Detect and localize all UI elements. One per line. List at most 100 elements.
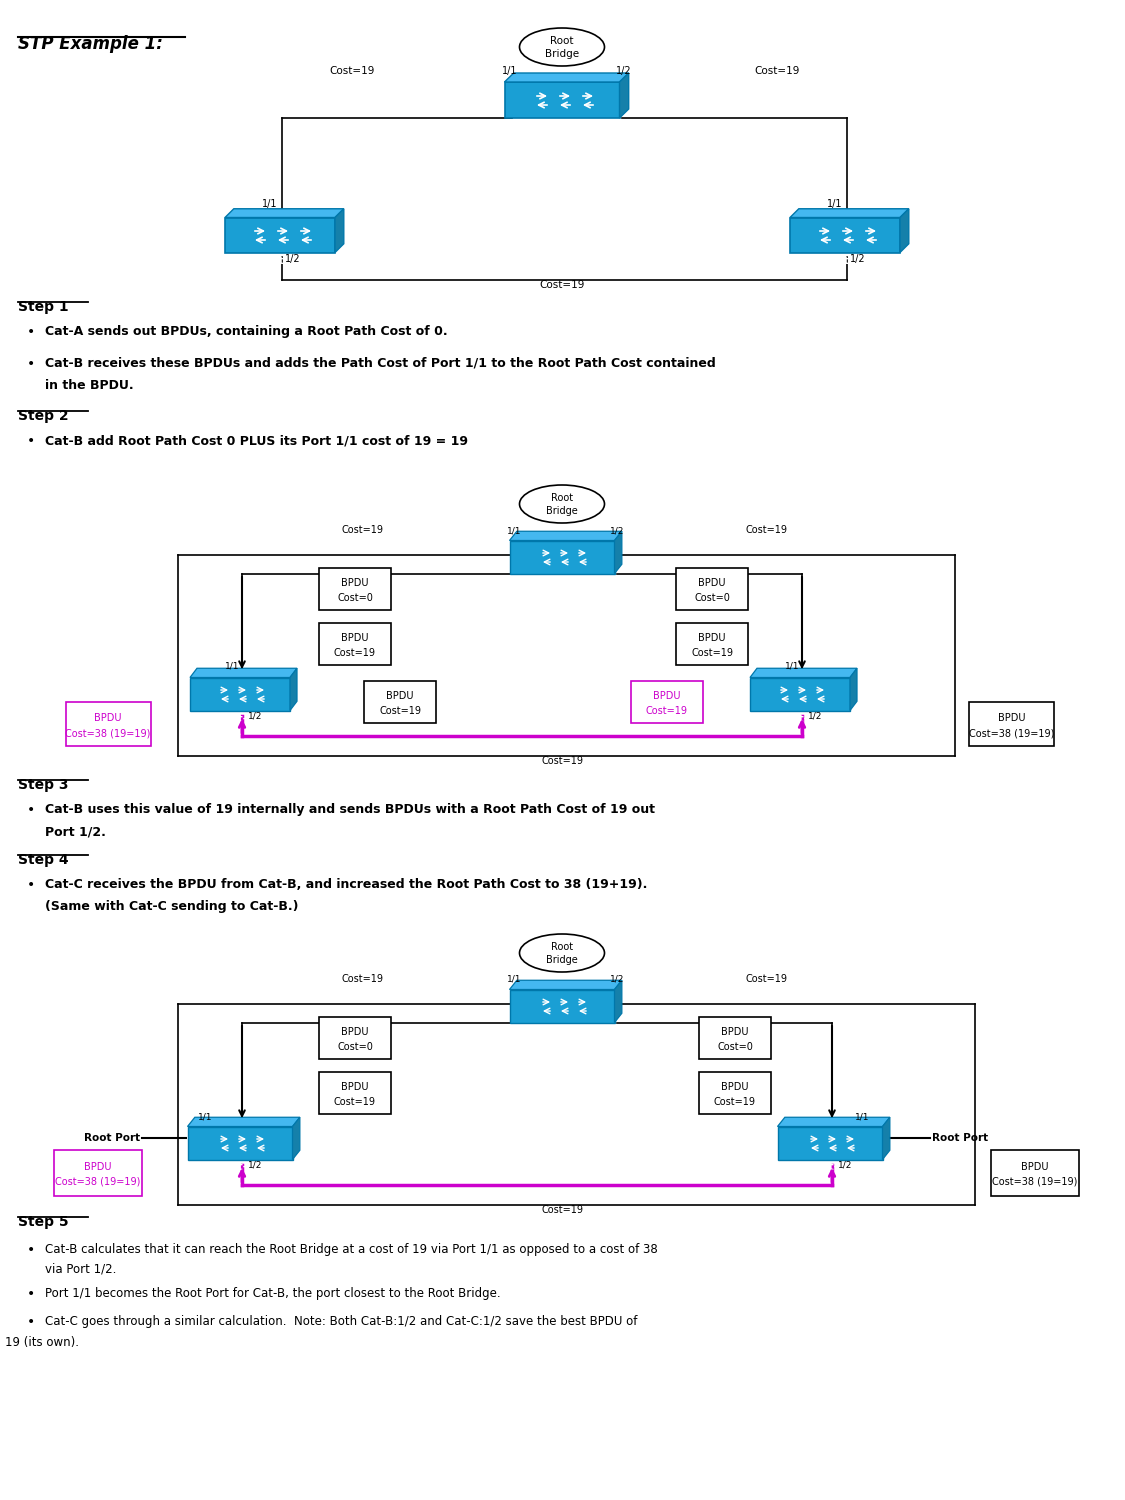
- Text: BPDU: BPDU: [341, 1082, 369, 1092]
- Text: Step 5: Step 5: [18, 1215, 69, 1228]
- Text: Cat-C: Cat-C: [784, 714, 816, 723]
- Text: Cost=19: Cost=19: [541, 1204, 583, 1215]
- Text: Cost=0: Cost=0: [717, 1042, 753, 1052]
- Text: Cat-A: Cat-A: [544, 122, 579, 132]
- Text: Cost=19: Cost=19: [754, 66, 800, 76]
- Text: Bridge: Bridge: [546, 956, 578, 964]
- Text: Cat-B: Cat-B: [224, 1162, 256, 1173]
- Text: 1/1: 1/1: [198, 1112, 213, 1120]
- Text: BPDU: BPDU: [94, 712, 122, 723]
- Text: Cost=19: Cost=19: [379, 706, 421, 716]
- Text: 1/1: 1/1: [855, 1112, 870, 1120]
- Text: Cost=0: Cost=0: [338, 1042, 374, 1052]
- Polygon shape: [504, 74, 629, 82]
- Polygon shape: [510, 531, 622, 540]
- FancyBboxPatch shape: [631, 681, 703, 723]
- Text: •: •: [27, 1244, 35, 1257]
- Polygon shape: [510, 981, 622, 990]
- FancyBboxPatch shape: [319, 622, 391, 664]
- Text: Cost=19: Cost=19: [334, 648, 376, 658]
- Text: Bridge: Bridge: [544, 50, 579, 58]
- Text: 1/1: 1/1: [827, 200, 843, 208]
- FancyBboxPatch shape: [699, 1072, 771, 1114]
- Polygon shape: [614, 981, 622, 1023]
- FancyBboxPatch shape: [54, 1150, 142, 1196]
- Text: Step 3: Step 3: [18, 778, 69, 792]
- Text: Root: Root: [550, 36, 574, 46]
- Polygon shape: [900, 209, 909, 252]
- Text: Cost=19: Cost=19: [746, 974, 787, 984]
- Text: •: •: [27, 1287, 35, 1300]
- Text: Cost=0: Cost=0: [694, 592, 730, 603]
- Text: 1/2: 1/2: [610, 975, 624, 984]
- Text: Bridge: Bridge: [546, 506, 578, 516]
- Text: 1/1: 1/1: [785, 662, 799, 670]
- Text: •: •: [27, 326, 35, 339]
- Text: •: •: [27, 433, 35, 448]
- Text: STP Example 1:: STP Example 1:: [18, 34, 163, 53]
- Text: Cost=19: Cost=19: [746, 525, 787, 536]
- Text: Cost=38 (19=19): Cost=38 (19=19): [992, 1178, 1078, 1186]
- Text: BPDU: BPDU: [1022, 1162, 1048, 1172]
- Text: 1/1: 1/1: [502, 66, 518, 76]
- Polygon shape: [750, 669, 857, 678]
- Text: BPDU: BPDU: [998, 712, 1026, 723]
- Text: Root Port: Root Port: [932, 1132, 988, 1143]
- Text: Cat-B uses this value of 19 internally and sends BPDUs with a Root Path Cost of : Cat-B uses this value of 19 internally a…: [45, 802, 655, 816]
- Text: BPDU: BPDU: [721, 1028, 749, 1036]
- Text: Cost=38 (19=19): Cost=38 (19=19): [55, 1178, 141, 1186]
- FancyBboxPatch shape: [319, 568, 391, 610]
- Text: BPDU: BPDU: [654, 692, 681, 700]
- Text: 1/2: 1/2: [285, 254, 300, 264]
- Text: Cost=19: Cost=19: [541, 756, 583, 766]
- FancyBboxPatch shape: [65, 702, 151, 746]
- Text: •: •: [27, 878, 35, 892]
- FancyBboxPatch shape: [699, 1017, 771, 1059]
- Polygon shape: [614, 531, 622, 573]
- Text: Cost=38 (19=19): Cost=38 (19=19): [970, 728, 1055, 738]
- Text: Root: Root: [551, 494, 573, 502]
- Text: Cost=38 (19=19): Cost=38 (19=19): [65, 728, 151, 738]
- Text: •: •: [27, 357, 35, 370]
- Text: 1/2: 1/2: [850, 254, 865, 264]
- Text: BPDU: BPDU: [341, 633, 369, 644]
- Text: Cost=19: Cost=19: [341, 974, 383, 984]
- Text: 1/1: 1/1: [262, 200, 278, 208]
- Text: in the BPDU.: in the BPDU.: [45, 380, 134, 392]
- Text: Port 1/1 becomes the Root Port for Cat-B, the port closest to the Root Bridge.: Port 1/1 becomes the Root Port for Cat-B…: [45, 1287, 501, 1300]
- Text: Cost=0: Cost=0: [338, 592, 374, 603]
- Text: Root Port: Root Port: [84, 1132, 140, 1143]
- Polygon shape: [790, 209, 909, 218]
- FancyBboxPatch shape: [991, 1150, 1079, 1196]
- Text: 1/2: 1/2: [616, 66, 632, 76]
- Polygon shape: [790, 217, 900, 252]
- Polygon shape: [620, 74, 629, 118]
- Polygon shape: [190, 678, 290, 711]
- Text: Cat-B receives these BPDUs and adds the Path Cost of Port 1/1 to the Root Path C: Cat-B receives these BPDUs and adds the …: [45, 357, 716, 370]
- Polygon shape: [225, 209, 344, 218]
- Text: Cat-A: Cat-A: [546, 1026, 578, 1035]
- Text: Cat-B calculates that it can reach the Root Bridge at a cost of 19 via Port 1/1 : Cat-B calculates that it can reach the R…: [45, 1244, 658, 1256]
- Text: BPDU: BPDU: [721, 1082, 749, 1092]
- Text: Cat-A sends out BPDUs, containing a Root Path Cost of 0.: Cat-A sends out BPDUs, containing a Root…: [45, 326, 448, 338]
- Text: Cost=19: Cost=19: [539, 280, 585, 290]
- Text: Cost=19: Cost=19: [341, 525, 383, 536]
- Text: Port 1/2.: Port 1/2.: [45, 825, 106, 839]
- Text: BPDU: BPDU: [699, 578, 726, 588]
- Text: 19 (its own).: 19 (its own).: [4, 1336, 79, 1348]
- Text: BPDU: BPDU: [341, 1028, 369, 1036]
- Polygon shape: [510, 540, 614, 573]
- Text: •: •: [27, 802, 35, 818]
- Polygon shape: [510, 990, 614, 1023]
- Text: Cat-B: Cat-B: [224, 714, 256, 723]
- Polygon shape: [850, 669, 857, 711]
- Polygon shape: [504, 82, 620, 118]
- Text: Cat-C receives the BPDU from Cat-B, and increased the Root Path Cost to 38 (19+1: Cat-C receives the BPDU from Cat-B, and …: [45, 878, 647, 891]
- Polygon shape: [777, 1126, 882, 1160]
- Text: Cat-B add Root Path Cost 0 PLUS its Port 1/1 cost of 19 = 19: Cat-B add Root Path Cost 0 PLUS its Port…: [45, 433, 468, 447]
- FancyBboxPatch shape: [319, 1072, 391, 1114]
- FancyBboxPatch shape: [364, 681, 436, 723]
- Text: 1/2: 1/2: [808, 711, 822, 720]
- Polygon shape: [188, 1118, 300, 1126]
- FancyBboxPatch shape: [319, 1017, 391, 1059]
